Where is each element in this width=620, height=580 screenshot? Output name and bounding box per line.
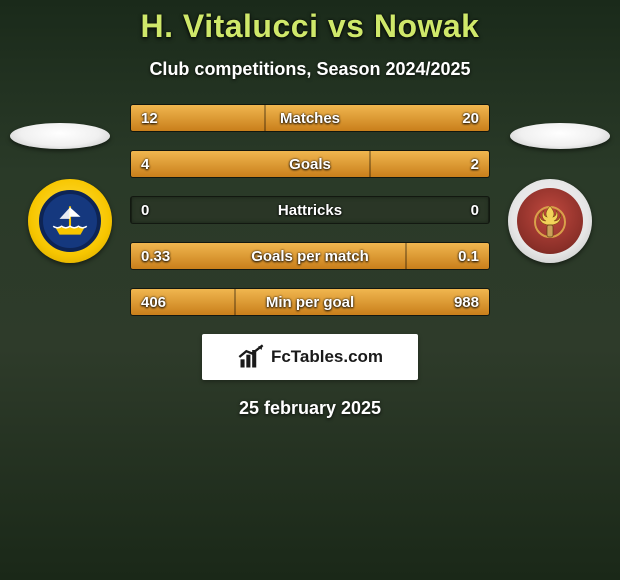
watermark: FcTables.com bbox=[202, 334, 418, 380]
stat-row: 406988Min per goal bbox=[130, 288, 490, 316]
page-title: H. Vitalucci vs Nowak bbox=[0, 0, 620, 45]
season-subtitle: Club competitions, Season 2024/2025 bbox=[0, 59, 620, 80]
stat-row: 00Hattricks bbox=[130, 196, 490, 224]
stat-label: Matches bbox=[131, 105, 489, 132]
stat-label: Goals per match bbox=[131, 243, 489, 270]
stat-row: 42Goals bbox=[130, 150, 490, 178]
club-badge-right bbox=[508, 179, 592, 263]
bar-chart-icon bbox=[237, 343, 265, 371]
ship-icon bbox=[49, 200, 91, 242]
stat-label: Hattricks bbox=[131, 197, 489, 224]
generated-date: 25 february 2025 bbox=[0, 398, 620, 419]
comparison-card: H. Vitalucci vs Nowak Club competitions,… bbox=[0, 0, 620, 580]
arka-crest-icon bbox=[28, 179, 112, 263]
stats-table: 1220Matches 42Goals 00Hattricks 0.330.1Goal… bbox=[130, 104, 490, 316]
stat-row: 0.330.1Goals per match bbox=[130, 242, 490, 270]
country-flag-right bbox=[510, 123, 610, 149]
country-flag-left bbox=[10, 123, 110, 149]
stat-label: Min per goal bbox=[131, 289, 489, 316]
club-badge-left bbox=[28, 179, 112, 263]
stat-row: 1220Matches bbox=[130, 104, 490, 132]
torch-crest-icon bbox=[508, 179, 592, 263]
torch-icon bbox=[527, 198, 573, 244]
watermark-text: FcTables.com bbox=[271, 347, 383, 367]
stat-label: Goals bbox=[131, 151, 489, 178]
